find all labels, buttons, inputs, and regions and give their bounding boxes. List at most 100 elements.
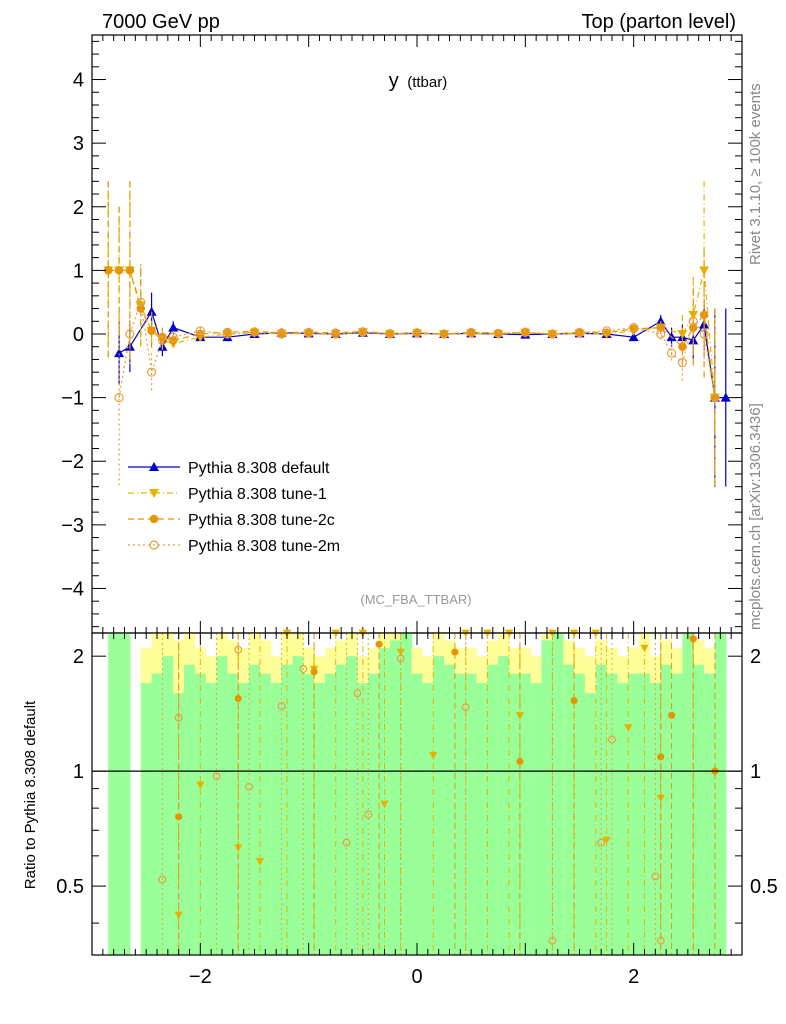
ratio-point — [548, 936, 557, 945]
ratio-band-inner — [574, 673, 586, 955]
series-tune1 — [103, 181, 720, 487]
header-right: Top (parton level) — [581, 11, 736, 33]
ratio-band-inner — [422, 683, 434, 955]
ratio-band-inner — [303, 673, 315, 955]
data-point — [677, 358, 688, 368]
data-point — [628, 332, 639, 342]
ratio-series-tune2m — [158, 633, 665, 955]
ratio-band-inner — [704, 673, 716, 955]
ratio-point — [608, 735, 616, 744]
data-point — [688, 316, 698, 326]
ratio-band-inner — [660, 664, 673, 955]
ratio-series-tune2c — [175, 633, 719, 955]
data-point — [114, 393, 124, 403]
ratio-band-inner — [617, 683, 629, 955]
data-point — [168, 332, 178, 342]
data-point — [276, 329, 287, 339]
ratio-band-inner — [205, 683, 218, 955]
ratio-band-inner — [162, 656, 174, 955]
data-point — [493, 328, 503, 338]
rivet-label: Rivet 3.1.10, ≥ 100k events — [747, 83, 764, 265]
data-point — [136, 297, 146, 307]
ratio-band-inner — [487, 664, 499, 955]
ratio-point — [212, 772, 221, 781]
data-point — [125, 329, 135, 339]
data-point — [520, 327, 530, 337]
ratio-point — [277, 702, 286, 711]
ratio-point — [245, 782, 254, 791]
legend-marker-tune2c — [149, 514, 159, 524]
ratio-point — [255, 858, 265, 866]
y-tick-label: 3 — [73, 133, 84, 155]
ratio-y-tick-label-right: 1 — [750, 761, 761, 783]
ratio-point — [342, 838, 351, 847]
plot-title-main: y — [389, 70, 399, 92]
data-point — [666, 348, 677, 358]
ratio-point — [602, 836, 611, 845]
data-point — [331, 329, 341, 339]
data-point — [710, 393, 720, 403]
ratio-band-inner — [563, 664, 575, 955]
legend-label-default: Pythia 8.308 default — [188, 460, 330, 477]
ratio-band-inner — [292, 656, 304, 955]
ratio-point — [657, 753, 665, 761]
y-tick-label: −2 — [61, 451, 84, 473]
data-point — [358, 327, 368, 337]
ratio-point — [158, 875, 167, 884]
ratio-point — [364, 810, 373, 819]
legend: Pythia 8.308 default Pythia 8.308 tune-1 P… — [128, 460, 340, 555]
ratio-point — [689, 635, 697, 643]
data-point — [146, 306, 157, 316]
y-tick-label: −4 — [61, 578, 84, 600]
data-point — [466, 328, 476, 338]
ratio-band-inner — [194, 673, 207, 955]
ratio-band-inner — [184, 664, 196, 955]
ratio-band-inner — [400, 633, 413, 955]
ratio-y-tick-label: 2 — [73, 646, 84, 668]
ratio-band-inner — [249, 664, 261, 955]
ratio-band-inner — [509, 673, 521, 955]
series-line-tune2m — [118, 301, 716, 398]
data-point — [104, 266, 113, 275]
ratio-band-inner — [389, 640, 402, 955]
y-tick-label: 1 — [73, 260, 84, 282]
ratio-band-inner — [270, 683, 283, 955]
ratio-point — [234, 645, 243, 654]
x-tick-label: 0 — [411, 966, 422, 988]
legend-label-tune2c: Pythia 8.308 tune-2c — [188, 512, 335, 529]
ratio-band-inner — [216, 656, 228, 955]
data-point — [574, 328, 585, 338]
ratio-band-inner — [519, 673, 532, 955]
ratio-panel: −2 0 2 0.5 0.5 1 1 2 2 — [56, 629, 778, 988]
ratio-band-inner — [238, 683, 250, 955]
data-point — [677, 330, 688, 339]
ratio-point — [396, 648, 405, 657]
ratio-band-inner — [108, 633, 120, 955]
x-tick-label: 2 — [628, 966, 639, 988]
data-point — [629, 323, 639, 333]
legend-marker-default — [149, 462, 159, 471]
ratio-band-inner — [530, 683, 543, 955]
y-tick-label: −1 — [61, 388, 84, 410]
ratio-ylabel: Ratio to Pythia 8.308 default — [22, 700, 39, 889]
data-point — [439, 329, 449, 339]
ratio-band-inner — [346, 656, 358, 955]
data-point — [168, 322, 179, 332]
data-point — [385, 329, 395, 339]
data-point — [304, 328, 314, 338]
data-point — [699, 329, 709, 339]
x-tick-label: −2 — [189, 966, 212, 988]
ratio-point — [597, 838, 606, 847]
data-point — [157, 335, 168, 345]
data-point — [547, 329, 558, 339]
ratio-point — [516, 757, 524, 766]
ratio-point — [461, 703, 470, 712]
data-point — [125, 266, 135, 275]
ratio-band-inner — [465, 673, 478, 955]
ratio-band-inner — [682, 633, 694, 955]
ratio-point — [651, 872, 660, 881]
ratio-point — [299, 665, 308, 674]
ratio-band-inner — [714, 633, 727, 955]
ratio-band-inner — [693, 664, 705, 955]
data-point — [720, 392, 731, 402]
